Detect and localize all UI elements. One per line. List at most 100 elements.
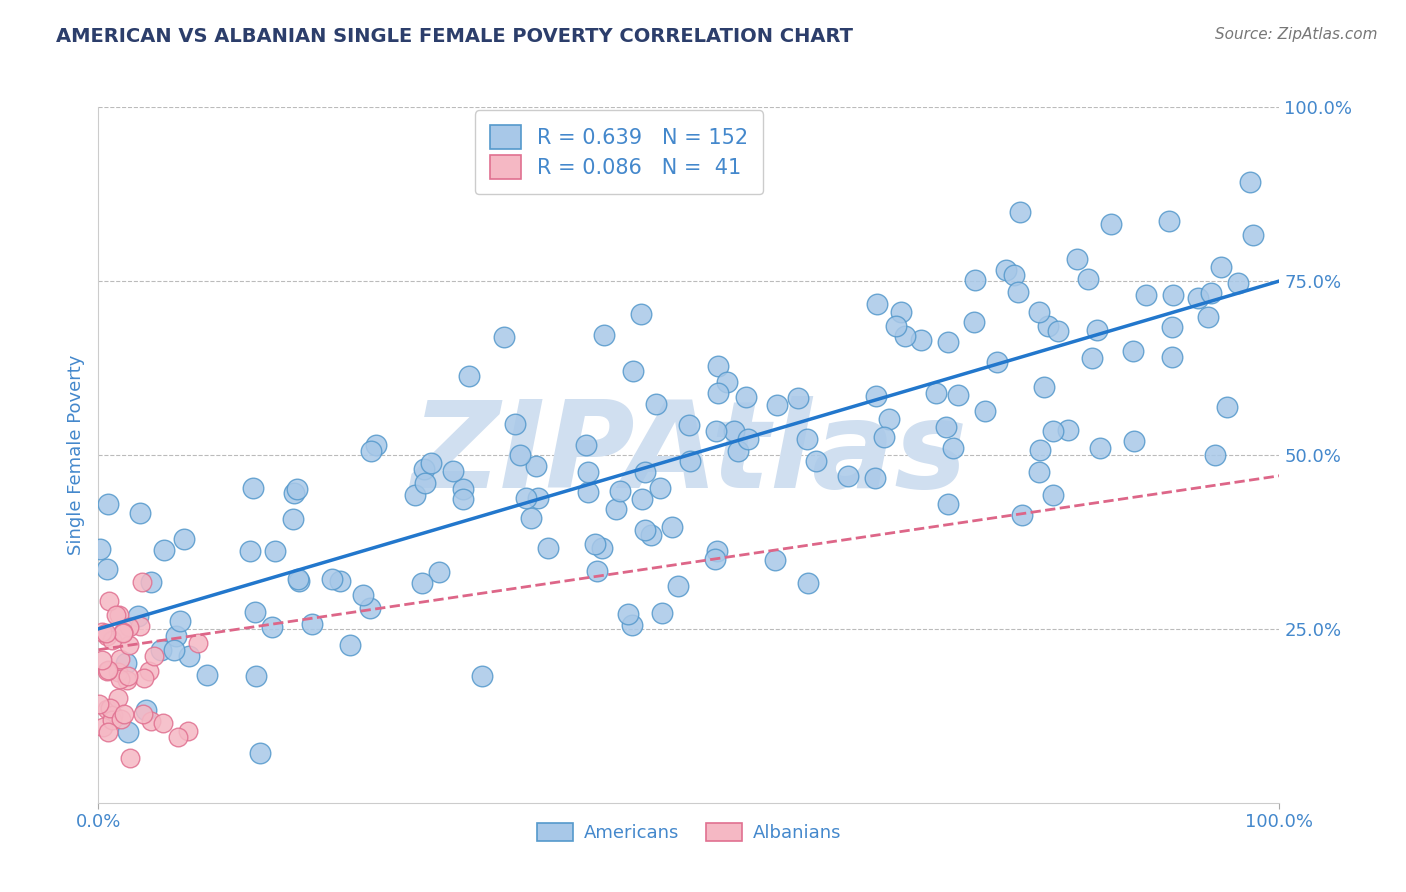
Point [1197, 310, 1219, 324]
Point [679, 454, 702, 468]
Point [1007, 285, 1029, 300]
Point [1081, 351, 1104, 365]
Point [359, 601, 381, 615]
Point [494, 330, 516, 344]
Point [704, 424, 727, 438]
Point [239, 544, 262, 558]
Point [97, 663, 120, 677]
Point [1204, 448, 1226, 462]
Point [110, 672, 132, 686]
Point [936, 334, 959, 349]
Point [934, 420, 956, 434]
Point [575, 438, 598, 452]
Point [89, 541, 111, 556]
Point [723, 424, 745, 438]
Point [796, 575, 818, 590]
Point [283, 486, 305, 500]
Point [441, 464, 464, 478]
Point [1066, 252, 1088, 267]
Point [176, 724, 198, 739]
Point [963, 273, 986, 287]
Point [592, 327, 614, 342]
Legend: Americans, Albanians: Americans, Albanians [529, 815, 849, 849]
Point [197, 668, 219, 682]
Point [110, 712, 132, 726]
Point [505, 417, 527, 432]
Point [578, 485, 600, 500]
Point [1047, 324, 1070, 338]
Point [245, 669, 267, 683]
Point [150, 643, 173, 657]
Point [114, 707, 136, 722]
Point [707, 386, 730, 401]
Point [1239, 175, 1261, 189]
Point [651, 606, 673, 620]
Point [621, 363, 644, 377]
Point [515, 491, 537, 505]
Point [96, 629, 118, 643]
Point [108, 608, 131, 623]
Point [118, 751, 141, 765]
Point [666, 579, 689, 593]
Point [135, 703, 157, 717]
Point [640, 528, 662, 542]
Point [287, 572, 309, 586]
Point [1028, 305, 1050, 319]
Point [115, 673, 138, 688]
Point [605, 502, 627, 516]
Point [727, 444, 749, 458]
Point [650, 482, 672, 496]
Point [766, 398, 789, 412]
Point [427, 565, 450, 579]
Point [1042, 424, 1064, 438]
Point [114, 656, 136, 670]
Point [1011, 508, 1033, 523]
Point [96, 626, 118, 640]
Point [1032, 380, 1054, 394]
Point [173, 532, 195, 546]
Point [527, 491, 550, 505]
Point [1187, 291, 1209, 305]
Point [104, 608, 127, 623]
Point [1216, 400, 1239, 414]
Point [942, 441, 965, 455]
Text: Source: ZipAtlas.com: Source: ZipAtlas.com [1215, 27, 1378, 42]
Point [519, 510, 541, 524]
Point [634, 524, 657, 538]
Point [986, 355, 1008, 369]
Point [169, 614, 191, 628]
Point [404, 488, 426, 502]
Point [91, 624, 114, 639]
Point [139, 714, 162, 728]
Point [451, 482, 474, 496]
Point [138, 664, 160, 678]
Point [796, 432, 818, 446]
Point [1227, 277, 1250, 291]
Point [837, 469, 859, 483]
Point [763, 552, 786, 566]
Text: AMERICAN VS ALBANIAN SINGLE FEMALE POVERTY CORRELATION CHART: AMERICAN VS ALBANIAN SINGLE FEMALE POVER… [56, 27, 853, 45]
Point [287, 574, 309, 588]
Point [117, 669, 139, 683]
Point [107, 665, 129, 680]
Point [321, 572, 343, 586]
Point [177, 649, 200, 664]
Point [360, 443, 382, 458]
Point [1199, 286, 1222, 301]
Point [661, 520, 683, 534]
Point [117, 724, 139, 739]
Point [1028, 442, 1050, 457]
Point [132, 706, 155, 721]
Point [704, 552, 727, 566]
Point [890, 305, 912, 319]
Point [621, 617, 644, 632]
Point [1161, 288, 1184, 302]
Point [1085, 323, 1108, 337]
Point [111, 625, 134, 640]
Point [112, 624, 135, 639]
Point [352, 588, 374, 602]
Point [96, 701, 118, 715]
Point [96, 664, 118, 678]
Point [866, 297, 889, 311]
Point [411, 575, 433, 590]
